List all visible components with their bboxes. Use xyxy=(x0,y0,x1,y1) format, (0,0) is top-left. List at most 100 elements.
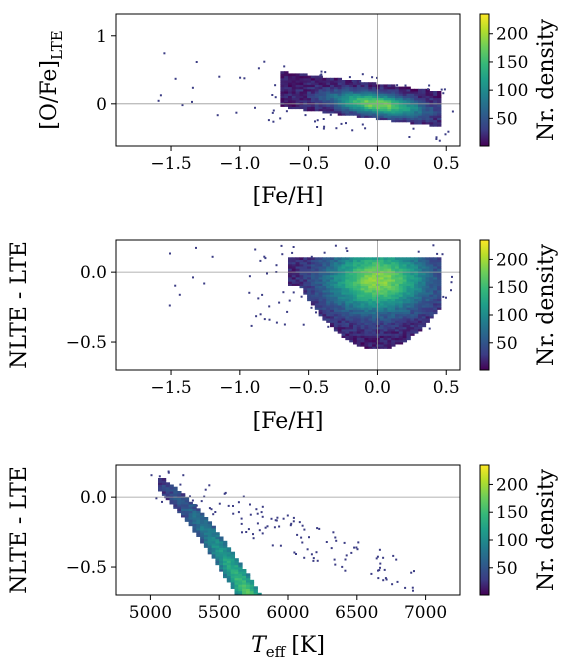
panel-2-density-cell xyxy=(418,272,423,276)
panel-1-density-cell xyxy=(406,102,411,105)
panel-2-outlier-point xyxy=(211,255,214,258)
panel-2-density-cell xyxy=(379,333,385,336)
panel-2-density-cell xyxy=(341,318,346,321)
panel-1-density-cell xyxy=(429,117,434,121)
panel-2-density-cell xyxy=(433,281,438,284)
panel-2-density-cell xyxy=(333,311,339,315)
panel-3-outlier-point xyxy=(292,520,295,523)
panel-1-density-cell xyxy=(402,88,408,92)
panel-1-density-cell xyxy=(322,91,327,94)
panel-1-density-cell xyxy=(353,86,358,90)
panel-2-density-cell xyxy=(372,294,377,297)
panel-1-density-cell xyxy=(295,82,300,85)
panel-1-density-cell xyxy=(410,93,415,96)
panel-2-density-cell xyxy=(429,270,434,273)
panel-3-outlier-point xyxy=(218,502,221,505)
panel-2-density-cell xyxy=(398,259,404,263)
panel-2-density-cell xyxy=(349,259,354,263)
panel-2-density-cell xyxy=(418,292,423,295)
panel-2-density-cell xyxy=(341,322,346,325)
panel-2-density-cell xyxy=(307,268,312,271)
panel-1-density-cell xyxy=(330,80,335,83)
panel-1-density-cell xyxy=(291,95,297,99)
panel-3-density-cell xyxy=(196,519,201,522)
panel-1-density-cell xyxy=(299,86,304,90)
panel-2-density-cell xyxy=(295,276,300,280)
panel-2-density-cell xyxy=(360,257,365,260)
panel-2-density-cell xyxy=(322,289,327,293)
panel-1-density-cell xyxy=(303,77,308,81)
panel-1-density-cell xyxy=(391,113,396,116)
panel-2-density-cell xyxy=(288,276,293,280)
panel-2-density-cell xyxy=(418,283,423,286)
panel-3-density-cell xyxy=(211,551,216,555)
panel-2-density-cell xyxy=(418,296,423,299)
panel-2-density-cell xyxy=(337,272,343,276)
panel-2-density-cell xyxy=(310,263,316,267)
panel-1-density-cell xyxy=(295,97,300,101)
panel-2-density-cell xyxy=(410,320,415,323)
panel-2-density-cell xyxy=(330,309,335,312)
panel-1-density-cell xyxy=(421,93,427,96)
panel-1-density-cell xyxy=(364,95,369,99)
panel-2-density-cell xyxy=(429,305,434,308)
panel-2-density-cell xyxy=(387,259,392,263)
panel-1-density-cell xyxy=(395,104,400,107)
panel-1-density-cell xyxy=(375,84,381,88)
panel-2-density-cell xyxy=(433,294,438,297)
panel-3-outlier-point xyxy=(214,511,217,513)
panel-2-density-cell xyxy=(395,313,400,317)
panel-1-outlier-point xyxy=(376,76,378,79)
panel-2-density-cell xyxy=(379,274,385,278)
panel-2-density-cell xyxy=(349,263,354,267)
panel-2-density-cell xyxy=(372,311,377,315)
panel-2-density-cell xyxy=(322,268,327,271)
panel-3-density-cell xyxy=(196,514,201,518)
panel-2-x-axis-label: [Fe/H] xyxy=(253,409,324,434)
panel-1-density-cell xyxy=(395,108,400,112)
panel-3-density-cell xyxy=(226,569,232,572)
panel-2-density-cell xyxy=(345,318,350,321)
panel-2-density-cell xyxy=(410,268,415,271)
panel-2-density-cell xyxy=(395,318,400,321)
panel-2-density-cell xyxy=(341,266,346,269)
panel-2-density-cell xyxy=(291,261,297,265)
panel-1-density-cell xyxy=(368,113,373,116)
panel-2-density-cell xyxy=(379,326,385,330)
panel-1-density-cell xyxy=(280,88,285,92)
panel-2-density-cell xyxy=(379,324,385,328)
panel-2-density-cell xyxy=(364,322,369,325)
panel-2-density-cell xyxy=(398,287,404,291)
panel-1-density-cell xyxy=(379,102,385,105)
panel-2-density-cell xyxy=(395,331,400,334)
panel-3-density-cell xyxy=(211,540,216,544)
panel-1-density-cell xyxy=(391,95,396,99)
panel-2-density-cell xyxy=(402,279,408,282)
panel-2-density-cell xyxy=(375,315,381,319)
panel-2-density-cell xyxy=(379,281,385,284)
panel-2-density-cell xyxy=(421,298,427,302)
panel-1-density-cell xyxy=(291,106,297,110)
panel-1-density-cell xyxy=(421,117,427,121)
panel-2-density-cell xyxy=(425,270,430,273)
panel-2-density-cell xyxy=(330,298,335,302)
panel-2-density-cell xyxy=(425,289,430,293)
panel-2-density-cell xyxy=(402,298,408,302)
panel-3-density-cell xyxy=(249,579,255,583)
panel-2-density-cell xyxy=(418,263,423,267)
panel-3-density-cell xyxy=(223,558,228,561)
panel-2-density-cell xyxy=(429,287,434,291)
panel-2-density-cell xyxy=(318,285,323,289)
panel-1-density-cell xyxy=(368,108,373,112)
panel-2-outlier-point xyxy=(254,248,257,251)
panel-2-density-cell xyxy=(410,331,415,334)
panel-3-colorbar-tick-label: 100 xyxy=(496,531,528,551)
panel-2-density-cell xyxy=(307,261,312,265)
panel-2-density-cell xyxy=(368,335,373,338)
panel-1-density-cell xyxy=(322,108,327,112)
panel-2-density-cell xyxy=(398,302,404,306)
panel-3-density-cell xyxy=(158,478,163,481)
panel-2-density-cell xyxy=(360,266,365,269)
panel-2-density-cell xyxy=(402,287,408,291)
